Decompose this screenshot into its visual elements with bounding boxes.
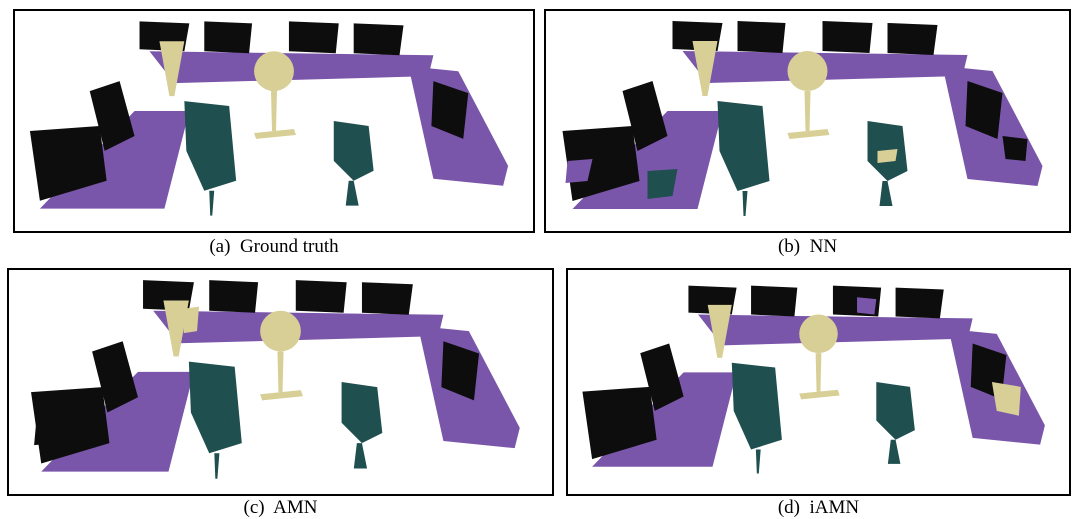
- monitor-2: [204, 21, 253, 54]
- noise-patch: [1002, 136, 1028, 161]
- point-cloud-ground-truth: [29, 21, 509, 216]
- monitor-4: [887, 23, 938, 55]
- noise-patch: [34, 420, 62, 446]
- monitor-4: [353, 23, 404, 56]
- box-left: [582, 386, 657, 460]
- caption-name: iAMN: [809, 497, 860, 518]
- point-cloud-iamn: [582, 285, 1045, 474]
- panel-iamn: [566, 268, 1071, 496]
- monitor-right: [431, 81, 469, 139]
- caption-label: (c): [243, 497, 265, 518]
- noise-patch: [565, 159, 593, 183]
- caption-amn: (c) AMN: [7, 497, 554, 519]
- caption-label: (b): [777, 236, 801, 257]
- chair-right: [333, 121, 374, 206]
- monitor-3: [822, 21, 873, 53]
- monitor-4: [895, 287, 944, 319]
- caption-iamn: (d) iAMN: [566, 497, 1071, 519]
- caption-nn: (b) NN: [544, 236, 1071, 258]
- monitor-left: [640, 343, 684, 411]
- panel-ground-truth: [13, 9, 535, 233]
- caption-name: AMN: [273, 497, 318, 518]
- point-cloud-amn: [31, 280, 520, 479]
- chair-center: [731, 362, 782, 474]
- monitor-3: [295, 280, 347, 313]
- monitor-right: [965, 81, 1003, 139]
- lamp-2: [799, 314, 840, 400]
- noise-patch: [183, 306, 200, 334]
- noise-patch: [991, 382, 1021, 416]
- lamp-1: [159, 41, 185, 97]
- caption-label: (a): [209, 236, 231, 257]
- box-left: [29, 125, 107, 201]
- box-left: [562, 126, 640, 201]
- chair-center: [188, 361, 242, 479]
- monitor-4: [361, 282, 413, 315]
- lamp-2: [254, 51, 296, 139]
- monitor-left: [622, 81, 668, 151]
- caption-label: (d): [777, 497, 801, 518]
- noise-patch: [877, 149, 898, 163]
- monitor-2: [737, 21, 786, 53]
- point-cloud-nn: [562, 21, 1043, 216]
- chair-center: [184, 101, 237, 216]
- panel-amn: [7, 268, 554, 496]
- caption-name: NN: [809, 236, 838, 257]
- lamp-2: [787, 51, 830, 139]
- chair-right: [341, 382, 383, 469]
- lamp-1: [692, 41, 718, 96]
- box-left: [31, 387, 110, 464]
- noise-patch: [857, 297, 877, 315]
- chair-right: [867, 121, 908, 206]
- chair-center: [717, 101, 770, 216]
- lamp-1: [163, 300, 189, 357]
- monitor-2: [751, 285, 798, 317]
- monitor-right: [441, 341, 480, 401]
- noise-patch: [647, 169, 678, 199]
- panel-nn: [544, 9, 1071, 233]
- lamp-2: [260, 310, 303, 401]
- caption-ground-truth: (a) Ground truth: [13, 236, 535, 258]
- caption-name: Ground truth: [239, 236, 339, 257]
- monitor-left: [92, 341, 138, 413]
- chair-right: [876, 382, 915, 464]
- monitor-2: [209, 280, 259, 313]
- monitor-3: [288, 21, 339, 54]
- monitor-left: [89, 81, 135, 151]
- lamp-1: [707, 304, 732, 358]
